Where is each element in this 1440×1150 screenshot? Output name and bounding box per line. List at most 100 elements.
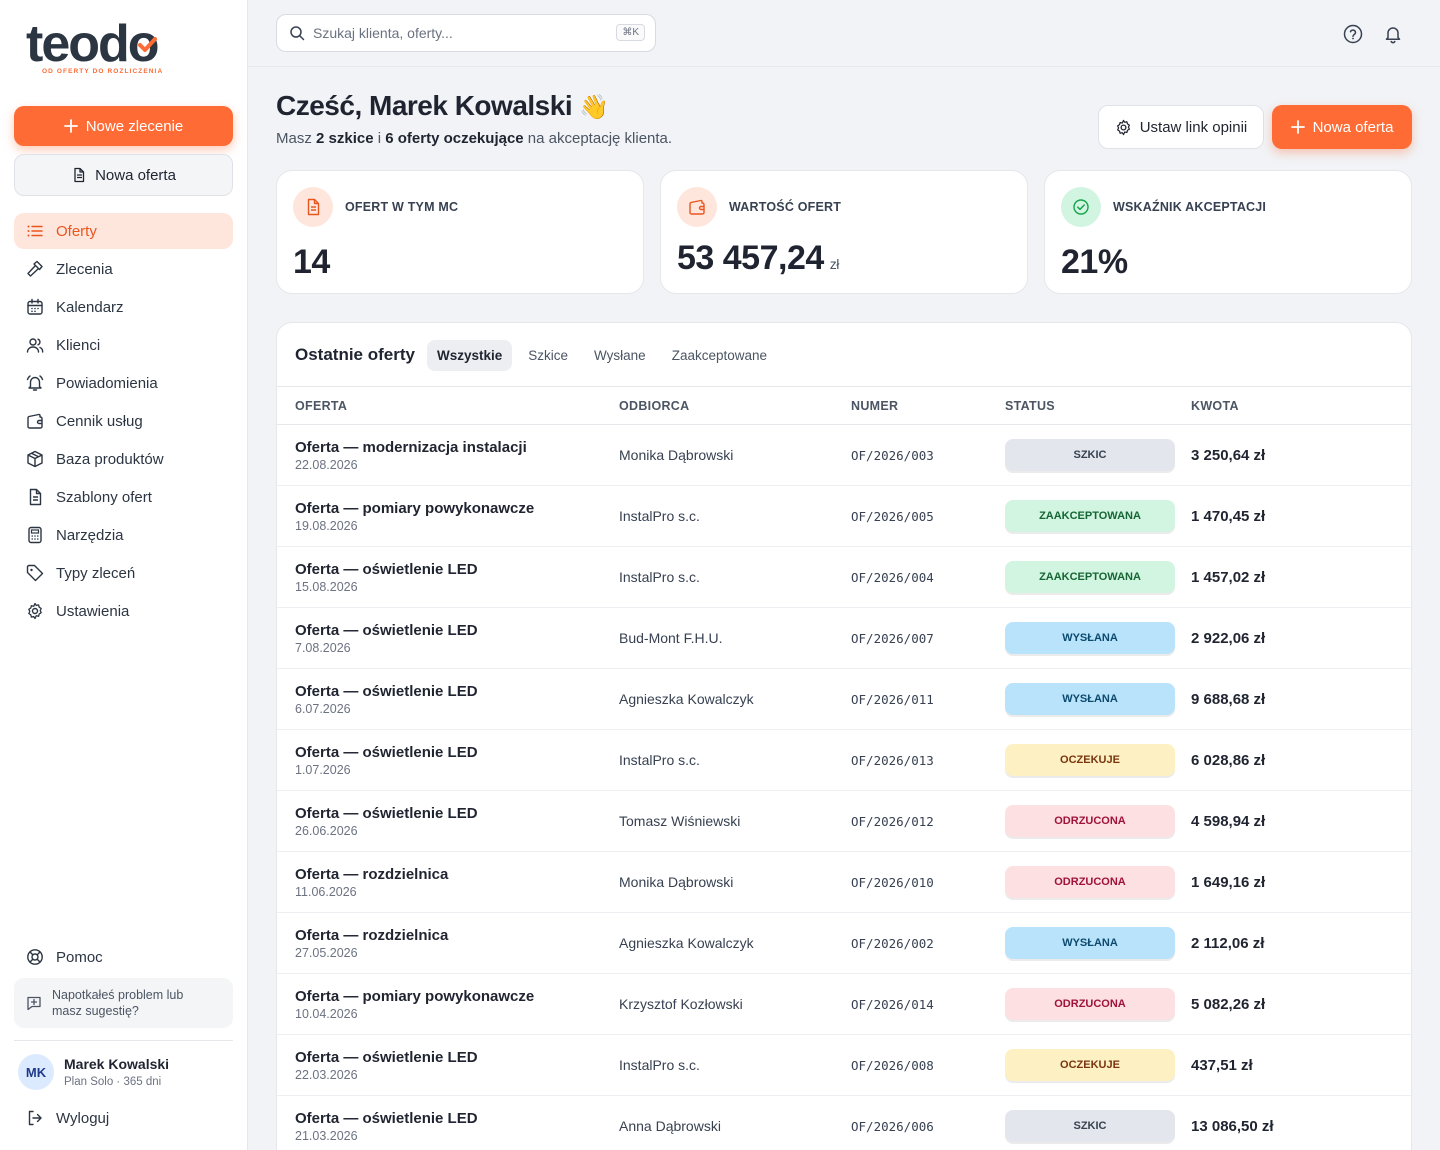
offer-date: 11.06.2026 (295, 885, 357, 899)
table-row[interactable]: Oferta — oświetlenie LED 15.08.2026 Instal… (277, 547, 1411, 608)
sidebar-item-narzedzia[interactable]: Narzędzia (14, 517, 233, 553)
bell-icon[interactable] (1382, 23, 1404, 45)
plus-icon (63, 119, 78, 133)
offer-name: Oferta — pomiary powykonawcze (295, 500, 535, 517)
sidebar-divider (14, 1040, 233, 1041)
lifebuoy-icon (27, 949, 43, 965)
table-row[interactable]: Oferta — pomiary powykonawcze 10.04.2026 K… (277, 974, 1411, 1035)
table-row[interactable]: Oferta — pomiary powykonawcze 19.08.2026 I… (277, 486, 1411, 547)
stat-label: OFERT W TYM MC (345, 200, 459, 214)
offer-recipient: InstalPro s.c. (619, 569, 700, 585)
status-badge: ODRZUCONA (1005, 866, 1175, 898)
set-review-link-button[interactable]: Ustaw link opinii (1098, 105, 1264, 149)
wallet-icon (27, 413, 43, 429)
filter-tabs: Wszystkie Szkice Wysłane Zaakceptowane (427, 340, 777, 371)
new-offer-sidebar-button[interactable]: Nowa oferta (14, 154, 233, 196)
sidebar-item-ustawienia[interactable]: Ustawienia (14, 593, 233, 629)
table-row[interactable]: Oferta — oświetlenie LED 21.03.2026 Anna D… (277, 1096, 1411, 1150)
column-header[interactable]: KWOTA (1191, 399, 1239, 413)
offer-date: 21.03.2026 (295, 1129, 358, 1143)
offer-recipient: Agnieszka Kowalczyk (619, 935, 754, 951)
offer-number: OF/2026/011 (851, 692, 934, 707)
help-circle-icon[interactable] (1342, 23, 1364, 45)
sidebar-item-typy-zlecen[interactable]: Typy zleceń (14, 555, 233, 591)
stat-label: WSKAŹNIK AKCEPTACJI (1113, 200, 1267, 214)
status-badge: ODRZUCONA (1005, 805, 1175, 837)
logout-icon (28, 1110, 42, 1126)
sidebar-item-label: Powiadomienia (56, 374, 158, 392)
table-body: Oferta — modernizacja instalacji 22.08.20… (277, 425, 1411, 1150)
offer-recipient: Anna Dąbrowski (619, 1118, 721, 1134)
column-header[interactable]: STATUS (1005, 399, 1055, 413)
stat-card-acceptance-rate: WSKAŹNIK AKCEPTACJI 21% (1044, 170, 1412, 294)
logo-tagline: OD OFERTY DO ROZLICZENIA (42, 68, 164, 75)
offer-recipient: InstalPro s.c. (619, 508, 700, 524)
offer-date: 7.08.2026 (295, 641, 351, 655)
search-box[interactable]: ⌘K (276, 14, 656, 52)
sidebar-item-baza-produktow[interactable]: Baza produktów (14, 441, 233, 477)
offer-name: Oferta — rozdzielnica (295, 927, 449, 944)
wave-emoji: 👋 (579, 93, 609, 121)
table-row[interactable]: Oferta — rozdzielnica 11.06.2026 Monika Dą… (277, 852, 1411, 913)
sidebar-item-szablony[interactable]: Szablony ofert (14, 479, 233, 515)
table-row[interactable]: Oferta — modernizacja instalacji 22.08.20… (277, 425, 1411, 486)
tab-sent[interactable]: Wysłane (594, 348, 646, 363)
offer-date: 22.03.2026 (295, 1068, 358, 1082)
new-order-button[interactable]: Nowe zlecenie (14, 106, 233, 146)
offer-number: OF/2026/004 (851, 570, 934, 585)
table-row[interactable]: Oferta — oświetlenie LED 1.07.2026 InstalP… (277, 730, 1411, 791)
subtitle-pending: 6 oferty oczekujące (385, 130, 524, 147)
offer-name: Oferta — oświetlenie LED (295, 805, 478, 822)
offer-amount: 9 688,68 zł (1191, 691, 1266, 708)
table-row[interactable]: Oferta — oświetlenie LED 6.07.2026 Agniesz… (277, 669, 1411, 730)
offer-recipient: Agnieszka Kowalczyk (619, 691, 754, 707)
sidebar: teodo OD OFERTY DO ROZLICZENIA Nowe zlec… (0, 0, 248, 1150)
column-header[interactable]: ODBIORCA (619, 399, 690, 413)
subtitle-drafts: 2 szkice (316, 130, 374, 147)
offer-amount: 1 457,02 zł (1191, 569, 1266, 586)
stat-unit: zł (829, 256, 840, 272)
sidebar-item-label: Baza produktów (56, 450, 164, 468)
offer-number: OF/2026/003 (851, 448, 934, 463)
table-row[interactable]: Oferta — oświetlenie LED 22.03.2026 Instal… (277, 1035, 1411, 1096)
tab-accepted[interactable]: Zaakceptowane (671, 348, 768, 363)
offer-date: 1.07.2026 (295, 763, 351, 777)
offer-name: Oferta — oświetlenie LED (295, 1110, 478, 1127)
sidebar-item-klienci[interactable]: Klienci (14, 327, 233, 363)
table-row[interactable]: Oferta — rozdzielnica 27.05.2026 Agnieszka… (277, 913, 1411, 974)
help-link[interactable]: Pomoc (14, 939, 233, 975)
stat-number: 53 457,24 (677, 239, 824, 277)
sidebar-item-cennik[interactable]: Cennik usług (14, 403, 233, 439)
sidebar-item-label: Oferty (56, 222, 97, 240)
feedback-box[interactable]: Napotkałeś problem lub masz sugestię? (14, 978, 233, 1028)
sidebar-item-powiadomienia[interactable]: Powiadomienia (14, 365, 233, 401)
recent-offers-panel: Ostatnie oferty Wszystkie Szkice Wysłane… (276, 322, 1412, 1150)
logout-button[interactable]: Wyloguj (14, 1100, 233, 1136)
table-row[interactable]: Oferta — oświetlenie LED 26.06.2026 Tomasz… (277, 791, 1411, 852)
document-icon (74, 167, 85, 183)
sidebar-item-oferty[interactable]: Oferty (14, 213, 233, 249)
tag-icon (26, 564, 44, 582)
status-badge: ZAAKCEPTOWANA (1005, 561, 1175, 593)
sidebar-item-zlecenia[interactable]: Zlecenia (14, 251, 233, 287)
new-offer-button[interactable]: Nowa oferta (1272, 105, 1412, 149)
user-profile[interactable]: MK Marek Kowalski Plan Solo · 365 dni (18, 1054, 169, 1090)
column-header[interactable]: OFERTA (295, 399, 348, 413)
logo[interactable]: teodo OD OFERTY DO ROZLICZENIA (26, 18, 164, 75)
tab-all[interactable]: Wszystkie (427, 340, 513, 371)
hammer-icon (27, 260, 43, 277)
status-badge: WYSŁANA (1005, 622, 1175, 654)
sidebar-item-label: Narzędzia (56, 526, 124, 544)
offer-amount: 437,51 zł (1191, 1057, 1253, 1074)
calculator-icon (28, 526, 42, 544)
table-row[interactable]: Oferta — oświetlenie LED 7.08.2026 Bud-Mon… (277, 608, 1411, 669)
message-plus-icon (27, 996, 41, 1011)
subtitle-part: na akceptację klienta. (523, 130, 673, 147)
tab-drafts[interactable]: Szkice (528, 348, 569, 363)
sidebar-item-kalendarz[interactable]: Kalendarz (14, 289, 233, 325)
column-header[interactable]: NUMER (851, 399, 899, 413)
search-input[interactable] (313, 25, 603, 41)
sidebar-item-label: Cennik usług (56, 412, 143, 430)
page-subtitle: Masz 2 szkice i 6 oferty oczekujące na a… (276, 130, 672, 147)
user-plan: Plan Solo · 365 dni (64, 1076, 162, 1088)
